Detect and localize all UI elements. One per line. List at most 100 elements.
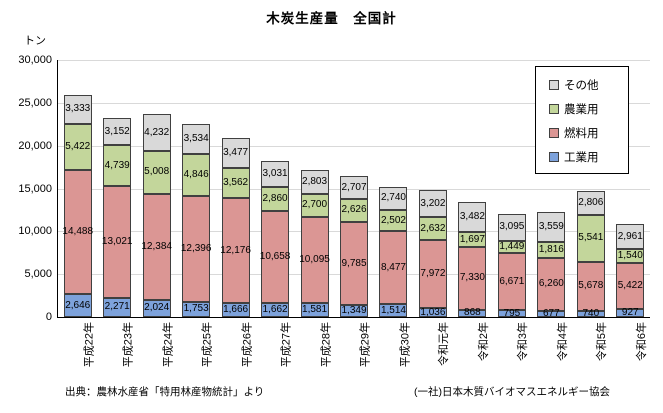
x-tick-label: 平成30年 bbox=[398, 322, 411, 368]
legend-item-fuel: 燃料用 bbox=[549, 121, 628, 145]
data-label-other: 2,707 bbox=[341, 181, 367, 193]
bar-segment-agricultural bbox=[300, 193, 329, 217]
bar-segment-industrial bbox=[221, 302, 250, 317]
bar-segment-agricultural bbox=[379, 210, 408, 232]
legend-swatch-icon bbox=[549, 152, 559, 162]
legend-item-agricultural: 農業用 bbox=[549, 97, 628, 121]
bar-segment-fuel bbox=[182, 195, 211, 302]
data-label-fuel: 6,260 bbox=[538, 278, 564, 290]
bar-segment-fuel bbox=[616, 262, 645, 310]
data-label-industrial: 1,349 bbox=[341, 305, 367, 317]
bar-segment-industrial bbox=[379, 304, 408, 317]
bar-column bbox=[103, 60, 132, 317]
bar-column bbox=[537, 60, 566, 317]
data-label-fuel: 12,396 bbox=[180, 242, 212, 254]
data-label-other: 3,202 bbox=[420, 197, 446, 209]
data-label-industrial: 1,662 bbox=[262, 303, 288, 315]
bar-segment-fuel bbox=[576, 262, 605, 311]
x-tick-label: 令和5年 bbox=[596, 322, 609, 362]
bar-segment-other bbox=[576, 190, 605, 215]
data-label-agricultural: 1,449 bbox=[499, 240, 525, 252]
data-label-industrial: 677 bbox=[542, 308, 560, 320]
data-label-industrial: 1,666 bbox=[223, 303, 249, 315]
bar-segment-fuel bbox=[340, 221, 368, 306]
bar-segment-fuel bbox=[379, 231, 408, 305]
data-label-industrial: 2,271 bbox=[104, 301, 130, 313]
data-label-agricultural: 2,860 bbox=[262, 193, 288, 205]
legend-item-other: その他 bbox=[549, 73, 628, 97]
data-label-fuel: 12,384 bbox=[141, 240, 172, 252]
legend-swatch-icon bbox=[549, 128, 559, 138]
data-label-other: 3,333 bbox=[65, 103, 91, 115]
gridline bbox=[58, 102, 650, 104]
data-label-industrial: 927 bbox=[621, 307, 639, 319]
x-tick-label: 平成24年 bbox=[162, 322, 175, 368]
bar-segment-other bbox=[418, 189, 447, 218]
x-tick-label: 平成26年 bbox=[241, 322, 254, 368]
data-label-other: 3,477 bbox=[223, 147, 249, 158]
bar-segment-industrial bbox=[497, 310, 526, 317]
bar-segment-agricultural bbox=[340, 199, 368, 222]
bar-segment-agricultural bbox=[63, 123, 92, 171]
y-tick-label: 5,000 bbox=[24, 268, 52, 281]
bar-segment-agricultural bbox=[182, 154, 211, 196]
data-label-industrial: 740 bbox=[582, 307, 600, 319]
bar-segment-other bbox=[182, 124, 211, 155]
y-tick-label: 25,000 bbox=[18, 96, 52, 109]
bar-segment-industrial bbox=[300, 303, 329, 317]
bar-segment-other bbox=[497, 214, 526, 241]
data-label-agricultural: 1,697 bbox=[459, 233, 485, 245]
bar-column bbox=[142, 60, 171, 317]
bar-segment-other bbox=[261, 161, 290, 187]
bar-segment-agricultural bbox=[537, 242, 566, 258]
data-label-other: 3,095 bbox=[499, 221, 525, 233]
bar-column bbox=[616, 60, 645, 317]
bar-column bbox=[63, 60, 92, 317]
chart-title: 木炭生産量 全国計 bbox=[266, 11, 397, 26]
data-label-other: 3,152 bbox=[104, 125, 130, 137]
bar-segment-agricultural bbox=[497, 240, 526, 254]
bar-column bbox=[379, 60, 408, 317]
bar-column bbox=[221, 60, 250, 317]
data-label-industrial: 2,646 bbox=[65, 299, 91, 311]
bar-column bbox=[576, 60, 605, 317]
legend-label: その他 bbox=[564, 80, 599, 92]
data-label-agricultural: 5,008 bbox=[144, 166, 170, 178]
legend-label: 工業用 bbox=[564, 152, 599, 164]
bar-segment-industrial bbox=[340, 305, 368, 317]
bar-segment-industrial bbox=[418, 308, 447, 317]
bar-segment-other bbox=[379, 186, 408, 210]
bar-segment-other bbox=[103, 118, 132, 146]
bar-segment-fuel bbox=[142, 193, 171, 300]
bar-segment-industrial bbox=[576, 310, 605, 317]
bar-column bbox=[300, 60, 329, 317]
data-label-industrial: 868 bbox=[464, 307, 481, 319]
x-tick-label: 平成27年 bbox=[280, 322, 293, 368]
bar-segment-industrial bbox=[63, 294, 92, 317]
legend-swatch-icon bbox=[549, 80, 559, 90]
bar-segment-fuel bbox=[497, 253, 526, 311]
data-label-agricultural: 2,632 bbox=[420, 222, 446, 234]
bar-segment-agricultural bbox=[103, 145, 132, 186]
data-label-agricultural: 4,739 bbox=[104, 159, 130, 171]
bar-segment-fuel bbox=[537, 257, 566, 312]
data-label-agricultural: 5,541 bbox=[578, 232, 604, 244]
y-tick-label: 15,000 bbox=[18, 182, 52, 195]
x-tick-label: 平成23年 bbox=[122, 322, 135, 368]
data-label-agricultural: 1,816 bbox=[538, 243, 564, 255]
legend-label: 農業用 bbox=[564, 104, 599, 116]
gridline bbox=[58, 60, 650, 61]
bar-segment-other bbox=[142, 114, 171, 151]
bar-segment-industrial bbox=[103, 297, 132, 317]
x-tick-label: 令和元年 bbox=[438, 322, 451, 366]
data-label-fuel: 7,972 bbox=[420, 267, 446, 279]
data-label-other: 4,232 bbox=[144, 126, 170, 138]
bar-segment-fuel bbox=[458, 246, 487, 310]
bar-segment-industrial bbox=[261, 302, 290, 317]
bar-segment-other bbox=[221, 138, 250, 168]
legend-swatch-icon bbox=[549, 104, 559, 114]
bar-column bbox=[261, 60, 290, 317]
bar-segment-other bbox=[616, 224, 645, 250]
bar-segment-industrial bbox=[458, 309, 487, 317]
